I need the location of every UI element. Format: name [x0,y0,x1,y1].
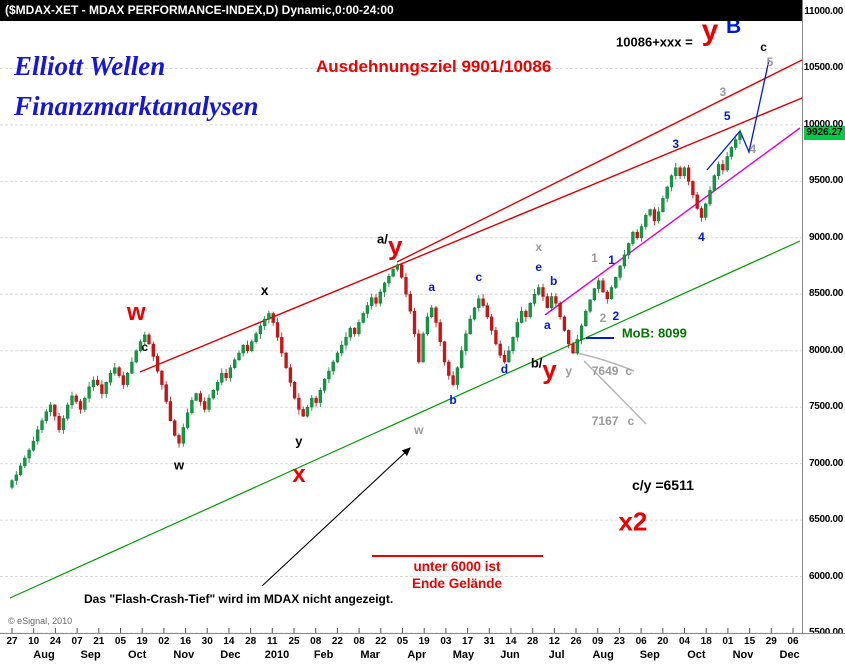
x-axis-month: May [452,649,475,661]
price-axis[interactable]: 9926.27 11000.00 10500.00 10000.00 9500.00 9… [802,0,845,638]
x-axis-day: 08 [353,636,365,647]
x-axis-day: 28 [245,636,257,647]
x-axis-day: 25 [288,636,300,647]
x-axis-month: Nov [732,649,754,661]
x-axis-day: 15 [744,636,756,647]
x-axis-month: Apr [407,649,427,661]
x-axis-day: 17 [462,636,474,647]
x-axis-day: 14 [223,636,235,647]
x-axis-day: 01 [722,636,734,647]
brand-line1: Elliott Wellen [14,51,166,81]
x-axis-day: 08 [310,636,322,647]
flash-crash-note: Das "Flash-Crash-Tief" wird im MDAX nich… [84,592,394,606]
x-axis-day: 18 [700,636,712,647]
last-price-badge: 9926.27 [804,126,845,141]
x-axis-month: Aug [592,649,614,661]
under-6000-warning: unter 6000 ist Ende Gelände [368,558,546,592]
x-axis-day: 26 [570,636,582,647]
x-axis-month: Mar [360,649,380,661]
x-axis-day: 16 [179,636,192,647]
y-axis-label: 11000.00 [804,6,843,17]
y-axis-label: 7000.00 [808,457,843,469]
x-axis-day: 22 [331,636,343,647]
x-axis-month: Dec [220,649,241,661]
chart-title: ($MDAX-XET - MDAX PERFORMANCE-INDEX,D) D… [5,3,394,17]
x-axis-day: 06 [787,636,799,647]
x-axis-day: 10 [28,636,40,647]
x-axis-day: 19 [136,636,148,647]
chart-plot[interactable]: w c x w y x a/y b a c d e x b a y b/y w 1 1 2 2 3 4 5 3 4 5 c y B 10086… [0,0,802,633]
x-axis-month: Feb [313,649,334,661]
chart-title-bar: ($MDAX-XET - MDAX PERFORMANCE-INDEX,D) D… [0,0,802,21]
y-axis-label: 6000.00 [808,570,843,582]
x-axis-day: 29 [765,636,777,647]
x-axis-day: 14 [505,636,517,647]
x-axis-day: 06 [635,636,647,647]
under-6000-line2: Ende Gelände [411,576,503,591]
x-axis-month: Jun [500,649,520,661]
x-axis-day: 22 [375,636,387,647]
x-axis-month: Nov [173,649,195,661]
under-6000-line1: unter 6000 ist [413,559,501,574]
x-axis-day: 03 [440,636,452,647]
x-axis-month: Oct [687,649,706,661]
extension-target-label: Ausdehnungsziel 9901/10086 [316,57,552,76]
x-axis-day: 11 [267,636,278,647]
y-axis-label: 6500.00 [808,514,843,526]
y-axis-label: 7500.00 [808,401,843,413]
y-axis-label: 9500.00 [808,175,843,187]
esignal-copyright: © eSignal, 2010 [8,616,73,626]
x-axis-day: 04 [678,636,691,647]
y-axis-label: 9000.00 [808,231,843,243]
x-axis-day: 21 [93,636,105,647]
x-axis-day: 30 [201,636,213,647]
y-axis-label: 10000.00 [803,118,844,130]
brand-line2: Finanzmarktanalysen [14,91,259,121]
x-axis-day: 24 [49,636,61,647]
x-axis-month: Dec [779,649,800,661]
x-axis-day: 02 [158,636,170,647]
candlestick-canvas [0,11,802,633]
x-axis-day: 05 [396,636,409,647]
x-axis-day: 05 [114,636,127,647]
y-axis-label: 10500.00 [803,62,844,74]
x-axis-day: 12 [548,636,560,647]
x-axis-day: 27 [6,636,18,647]
time-axis[interactable]: 27 10 24 07 21 05 19 02 16 30 14 28 11 25 08 22 08 22 05 19… [0,633,845,665]
x-axis-day: 20 [657,636,669,647]
x-axis-month: 2010 [264,649,290,661]
x-axis-day: 09 [592,636,604,647]
x-axis-month: Jul [548,649,565,661]
x-axis-day: 19 [418,636,430,647]
x-axis-day: 31 [483,636,495,647]
y-axis-label: 5500.00 [809,627,843,638]
y-axis-label: 8000.00 [808,344,843,356]
x-axis-month: Sep [80,649,101,661]
y-axis-label: 8500.00 [808,288,843,300]
x-axis-month: Aug [33,649,55,661]
x-axis-day: 07 [71,636,83,647]
brand-watermark: Elliott Wellen Finanzmarktanalysen [14,46,259,126]
x-axis-day: 28 [527,636,539,647]
x-axis-month: Sep [639,649,660,661]
x-axis-day: 23 [613,636,625,647]
x-axis-month: Oct [128,649,147,661]
